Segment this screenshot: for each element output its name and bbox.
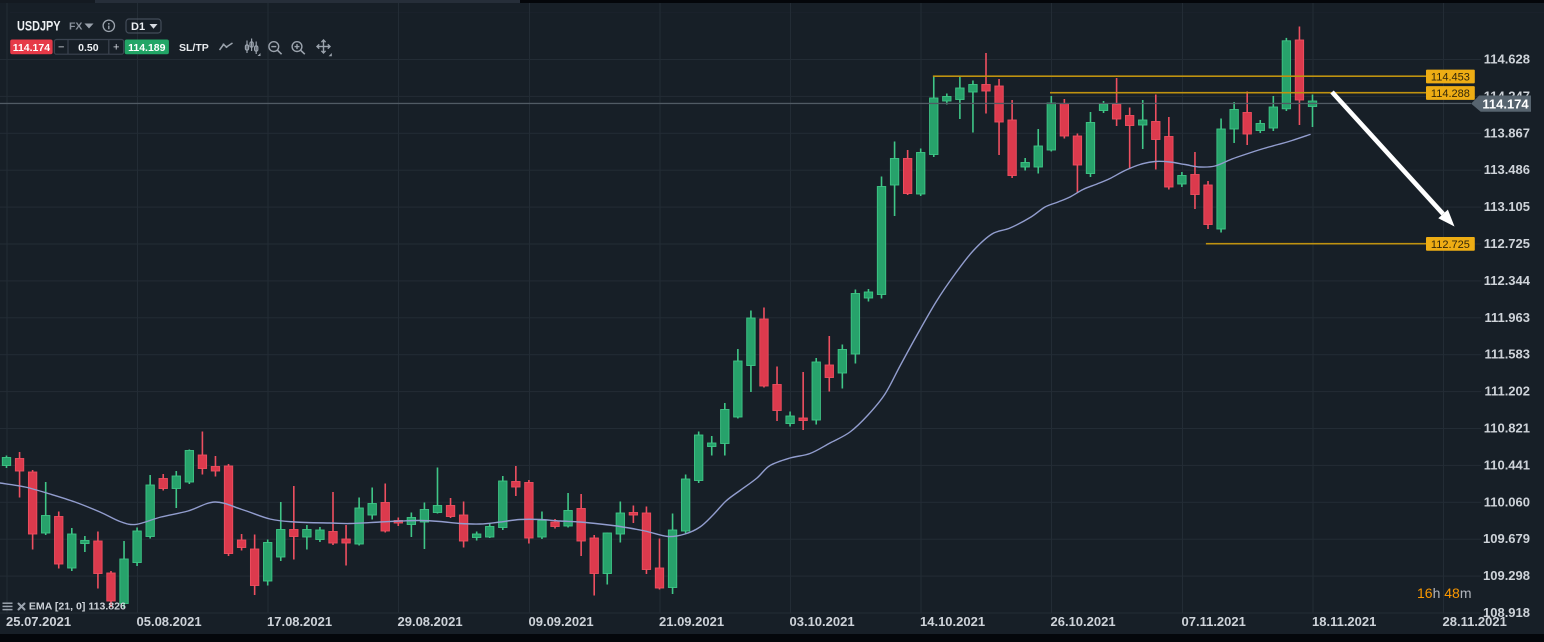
svg-text:17.08.2021: 17.08.2021 <box>267 614 332 629</box>
svg-text:21.09.2021: 21.09.2021 <box>659 614 724 629</box>
svg-text:05.08.2021: 05.08.2021 <box>137 614 202 629</box>
svg-text:110.441: 110.441 <box>1484 457 1530 472</box>
svg-text:−: − <box>58 42 64 54</box>
svg-text:112.344: 112.344 <box>1484 273 1531 288</box>
svg-text:16h 48m: 16h 48m <box>1417 585 1472 601</box>
svg-text:108.918: 108.918 <box>1483 605 1530 620</box>
svg-text:113.486: 113.486 <box>1484 162 1530 177</box>
svg-text:111.583: 111.583 <box>1484 347 1530 362</box>
svg-text:USDJPY: USDJPY <box>17 18 61 34</box>
svg-text:109.298: 109.298 <box>1483 568 1530 583</box>
svg-text:SL/TP: SL/TP <box>179 42 209 54</box>
svg-text:29.08.2021: 29.08.2021 <box>398 614 463 629</box>
svg-text:18.11.2021: 18.11.2021 <box>1312 614 1376 629</box>
svg-text:D1: D1 <box>131 21 145 33</box>
svg-text:26.10.2021: 26.10.2021 <box>1051 614 1116 629</box>
svg-text:114.628: 114.628 <box>1484 52 1530 67</box>
svg-text:109.679: 109.679 <box>1483 531 1530 546</box>
svg-text:112.725: 112.725 <box>1431 239 1470 251</box>
svg-text:114.453: 114.453 <box>1431 71 1470 83</box>
svg-text:14.10.2021: 14.10.2021 <box>920 614 985 629</box>
svg-text:28.11.2021: 28.11.2021 <box>1443 614 1507 629</box>
svg-text:EMA [21, 0] 113.826: EMA [21, 0] 113.826 <box>29 601 126 613</box>
svg-text:111.963: 111.963 <box>1484 310 1530 325</box>
svg-text:114.174: 114.174 <box>13 42 51 54</box>
svg-text:+: + <box>113 42 119 54</box>
svg-text:0.50: 0.50 <box>78 42 99 54</box>
svg-text:114.174: 114.174 <box>1482 96 1529 111</box>
svg-text:114.288: 114.288 <box>1431 88 1470 100</box>
svg-text:03.10.2021: 03.10.2021 <box>790 614 855 629</box>
svg-text:09.09.2021: 09.09.2021 <box>529 614 594 629</box>
svg-text:FX: FX <box>69 21 82 33</box>
svg-text:114.189: 114.189 <box>128 42 166 54</box>
svg-text:113.105: 113.105 <box>1484 199 1530 214</box>
svg-text:07.11.2021: 07.11.2021 <box>1182 614 1246 629</box>
svg-text:111.202: 111.202 <box>1484 384 1530 399</box>
svg-text:110.821: 110.821 <box>1484 421 1530 436</box>
svg-text:25.07.2021: 25.07.2021 <box>6 614 71 629</box>
svg-text:113.867: 113.867 <box>1484 125 1530 140</box>
svg-text:112.725: 112.725 <box>1484 236 1530 251</box>
svg-text:110.060: 110.060 <box>1484 494 1530 509</box>
